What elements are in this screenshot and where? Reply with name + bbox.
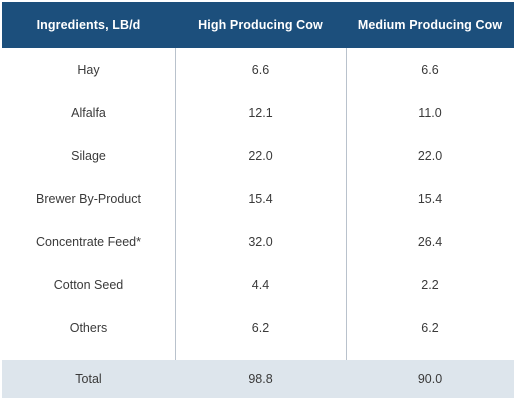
medium-cow-value-cell: 26.4 [417,234,443,249]
table-row: Cotton Seed 4.4 2.2 [2,263,514,306]
total-row: Total 98.8 90.0 [2,360,514,398]
table-header: Ingredients, LB/d High Producing Cow Med… [2,2,514,48]
medium-cow-value-cell: 6.6 [421,62,439,77]
header-ingredients: Ingredients, LB/d [36,18,141,32]
high-cow-value-cell: 22.0 [248,148,273,163]
table-row: Silage 22.0 22.0 [2,134,514,177]
table-row: Hay 6.6 6.6 [2,48,514,91]
ingredient-cell: Brewer By-Product [36,191,141,206]
ingredient-cell: Concentrate Feed* [36,234,141,249]
high-cow-value-cell: 4.4 [251,277,270,292]
table-row: Alfalfa 12.1 11.0 [2,91,514,134]
high-cow-value-cell: 12.1 [248,105,273,120]
high-cow-value-cell: 6.2 [251,320,270,335]
high-cow-value-cell: 15.4 [248,191,273,206]
total-label: Total [75,372,102,386]
medium-cow-value-cell: 11.0 [418,105,442,120]
ingredient-cell: Alfalfa [71,105,106,120]
high-cow-value-cell: 6.6 [251,62,270,77]
header-high-producing-cow: High Producing Cow [198,18,323,32]
ingredient-cell: Cotton Seed [53,277,124,292]
table-row: Brewer By-Product 15.4 15.4 [2,177,514,220]
total-high-cow: 98.8 [248,372,273,386]
ingredient-cell: Hay [77,62,100,77]
medium-cow-value-cell: 22.0 [417,148,443,163]
high-cow-value-cell: 32.0 [248,234,273,249]
medium-cow-value-cell: 6.2 [421,320,439,335]
medium-cow-value-cell: 2.2 [421,277,439,292]
medium-cow-value-cell: 15.4 [417,191,443,206]
ingredient-cell: Others [69,320,108,335]
feed-ration-table: Ingredients, LB/d High Producing Cow Med… [2,2,514,398]
header-medium-producing-cow: Medium Producing Cow [357,18,503,32]
total-medium-cow: 90.0 [417,372,443,386]
table-row: Concentrate Feed* 32.0 26.4 [2,220,514,263]
column-divider-2 [346,48,347,360]
table-row: Others 6.2 6.2 [2,306,514,349]
ingredient-cell: Silage [71,148,106,163]
column-divider-1 [175,48,176,360]
